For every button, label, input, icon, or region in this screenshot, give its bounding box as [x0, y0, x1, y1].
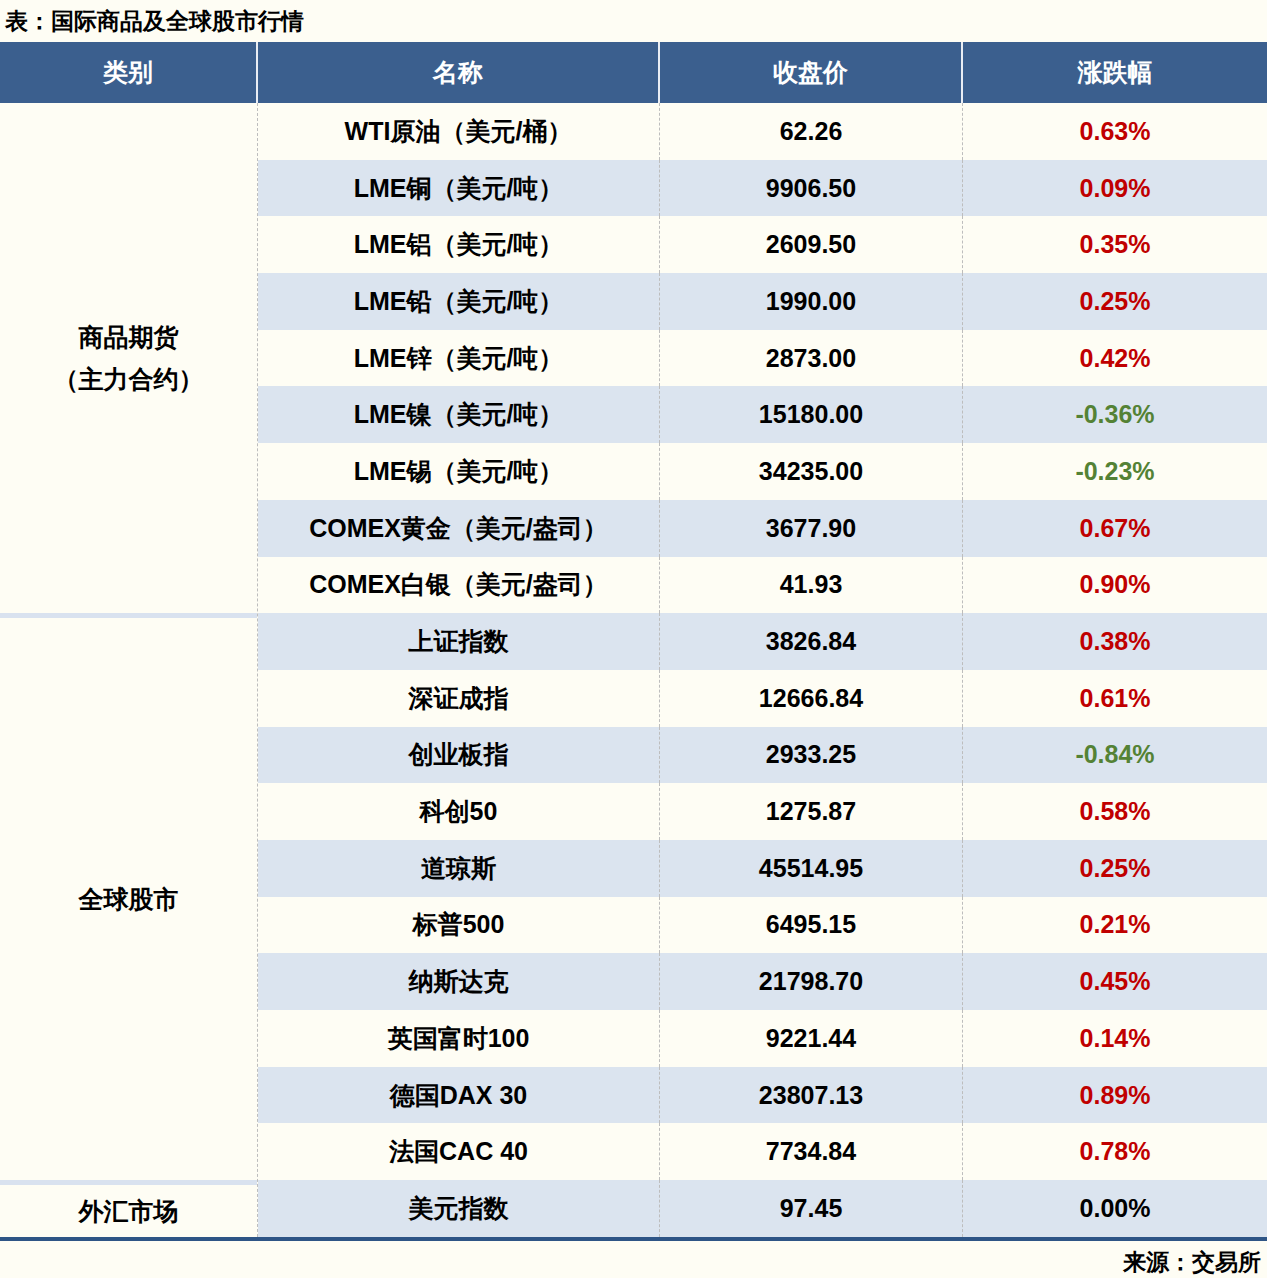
- category-label-line: （主力合约）: [54, 358, 204, 401]
- close-price-cell: 2873.00: [660, 330, 963, 387]
- instrument-name-cell: 道琼斯: [258, 840, 660, 897]
- table-row: LME铜（美元/吨）9906.500.09%: [258, 160, 1267, 217]
- category-label-line: 全球股市: [79, 878, 179, 921]
- instrument-name-cell: 德国DAX 30: [258, 1067, 660, 1124]
- instrument-name-cell: LME锡（美元/吨）: [258, 443, 660, 500]
- table-row: LME镍（美元/吨）15180.00-0.36%: [258, 386, 1267, 443]
- table-row: LME铅（美元/吨）1990.000.25%: [258, 273, 1267, 330]
- header-close-price: 收盘价: [660, 42, 963, 103]
- change-percent-cell: -0.23%: [963, 443, 1267, 500]
- instrument-name-cell: 纳斯达克: [258, 953, 660, 1010]
- close-price-cell: 1275.87: [660, 783, 963, 840]
- instrument-name-cell: COMEX白银（美元/盎司）: [258, 557, 660, 614]
- table-header-row: 类别 名称 收盘价 涨跌幅: [0, 42, 1267, 103]
- table-row: 创业板指2933.25-0.84%: [258, 727, 1267, 784]
- instrument-name-cell: 深证成指: [258, 670, 660, 727]
- table-row: 道琼斯45514.950.25%: [258, 840, 1267, 897]
- table-row: 法国CAC 407734.840.78%: [258, 1123, 1267, 1180]
- change-percent-cell: 0.35%: [963, 216, 1267, 273]
- instrument-name-cell: 美元指数: [258, 1180, 660, 1237]
- instrument-name-cell: LME铝（美元/吨）: [258, 216, 660, 273]
- change-percent-cell: 0.61%: [963, 670, 1267, 727]
- close-price-cell: 9906.50: [660, 160, 963, 217]
- close-price-cell: 2609.50: [660, 216, 963, 273]
- table-row: 英国富时1009221.440.14%: [258, 1010, 1267, 1067]
- page-title: 表：国际商品及全球股市行情: [0, 0, 1267, 36]
- table-row: 深证成指12666.840.61%: [258, 670, 1267, 727]
- category-cell: 外汇市场: [0, 1180, 257, 1237]
- table-row: 标普5006495.150.21%: [258, 897, 1267, 954]
- instrument-name-cell: LME铜（美元/吨）: [258, 160, 660, 217]
- instrument-name-cell: 标普500: [258, 897, 660, 954]
- table-row: WTI原油（美元/桶）62.260.63%: [258, 103, 1267, 160]
- close-price-cell: 23807.13: [660, 1067, 963, 1124]
- instrument-name-cell: WTI原油（美元/桶）: [258, 103, 660, 160]
- change-percent-cell: 0.63%: [963, 103, 1267, 160]
- table-row: LME锌（美元/吨）2873.000.42%: [258, 330, 1267, 387]
- change-percent-cell: 0.25%: [963, 840, 1267, 897]
- instrument-name-cell: LME铅（美元/吨）: [258, 273, 660, 330]
- change-percent-cell: 0.89%: [963, 1067, 1267, 1124]
- instrument-name-cell: 英国富时100: [258, 1010, 660, 1067]
- close-price-cell: 1990.00: [660, 273, 963, 330]
- close-price-cell: 9221.44: [660, 1010, 963, 1067]
- close-price-cell: 2933.25: [660, 727, 963, 784]
- market-table: 类别 名称 收盘价 涨跌幅 商品期货（主力合约） 全球股市外汇市场 WTI原油（美…: [0, 42, 1267, 1241]
- category-label-line: 商品期货: [79, 316, 179, 359]
- table-row: 纳斯达克21798.700.45%: [258, 953, 1267, 1010]
- close-price-cell: 3826.84: [660, 613, 963, 670]
- change-percent-cell: 0.67%: [963, 500, 1267, 557]
- table-row: COMEX白银（美元/盎司）41.930.90%: [258, 557, 1267, 614]
- source-note: 来源：交易所: [0, 1241, 1267, 1276]
- table-row: 科创501275.870.58%: [258, 783, 1267, 840]
- change-percent-cell: 0.25%: [963, 273, 1267, 330]
- close-price-cell: 6495.15: [660, 897, 963, 954]
- category-cell: 商品期货（主力合约）: [0, 103, 257, 613]
- change-percent-cell: -0.36%: [963, 386, 1267, 443]
- instrument-name-cell: COMEX黄金（美元/盎司）: [258, 500, 660, 557]
- instrument-name-cell: 创业板指: [258, 727, 660, 784]
- close-price-cell: 21798.70: [660, 953, 963, 1010]
- close-price-cell: 41.93: [660, 557, 963, 614]
- change-percent-cell: 0.14%: [963, 1010, 1267, 1067]
- change-percent-cell: 0.09%: [963, 160, 1267, 217]
- instrument-name-cell: LME镍（美元/吨）: [258, 386, 660, 443]
- table-row: COMEX黄金（美元/盎司）3677.900.67%: [258, 500, 1267, 557]
- table-row: 上证指数3826.840.38%: [258, 613, 1267, 670]
- close-price-cell: 7734.84: [660, 1123, 963, 1180]
- page: 表：国际商品及全球股市行情 类别 名称 收盘价 涨跌幅 商品期货（主力合约） 全球…: [0, 0, 1267, 1278]
- change-percent-cell: 0.21%: [963, 897, 1267, 954]
- header-name: 名称: [258, 42, 660, 103]
- category-label-line: 外汇市场: [79, 1190, 179, 1233]
- instrument-name-cell: 法国CAC 40: [258, 1123, 660, 1180]
- table-row: LME锡（美元/吨）34235.00-0.23%: [258, 443, 1267, 500]
- rows-column: WTI原油（美元/桶）62.260.63%LME铜（美元/吨）9906.500.…: [258, 103, 1267, 1237]
- category-column: 商品期货（主力合约） 全球股市外汇市场: [0, 103, 258, 1237]
- close-price-cell: 3677.90: [660, 500, 963, 557]
- table-body: 商品期货（主力合约） 全球股市外汇市场 WTI原油（美元/桶）62.260.63%…: [0, 103, 1267, 1237]
- close-price-cell: 62.26: [660, 103, 963, 160]
- change-percent-cell: 0.90%: [963, 557, 1267, 614]
- change-percent-cell: 0.78%: [963, 1123, 1267, 1180]
- change-percent-cell: 0.42%: [963, 330, 1267, 387]
- close-price-cell: 45514.95: [660, 840, 963, 897]
- close-price-cell: 97.45: [660, 1180, 963, 1237]
- table-row: LME铝（美元/吨）2609.500.35%: [258, 216, 1267, 273]
- change-percent-cell: 0.45%: [963, 953, 1267, 1010]
- close-price-cell: 12666.84: [660, 670, 963, 727]
- table-row: 美元指数97.450.00%: [258, 1180, 1267, 1237]
- category-cell: 全球股市: [0, 613, 257, 1180]
- instrument-name-cell: 科创50: [258, 783, 660, 840]
- table-row: 德国DAX 3023807.130.89%: [258, 1067, 1267, 1124]
- header-change-percent: 涨跌幅: [963, 42, 1267, 103]
- instrument-name-cell: 上证指数: [258, 613, 660, 670]
- change-percent-cell: 0.58%: [963, 783, 1267, 840]
- close-price-cell: 34235.00: [660, 443, 963, 500]
- change-percent-cell: 0.38%: [963, 613, 1267, 670]
- change-percent-cell: -0.84%: [963, 727, 1267, 784]
- change-percent-cell: 0.00%: [963, 1180, 1267, 1237]
- header-category: 类别: [0, 42, 258, 103]
- instrument-name-cell: LME锌（美元/吨）: [258, 330, 660, 387]
- close-price-cell: 15180.00: [660, 386, 963, 443]
